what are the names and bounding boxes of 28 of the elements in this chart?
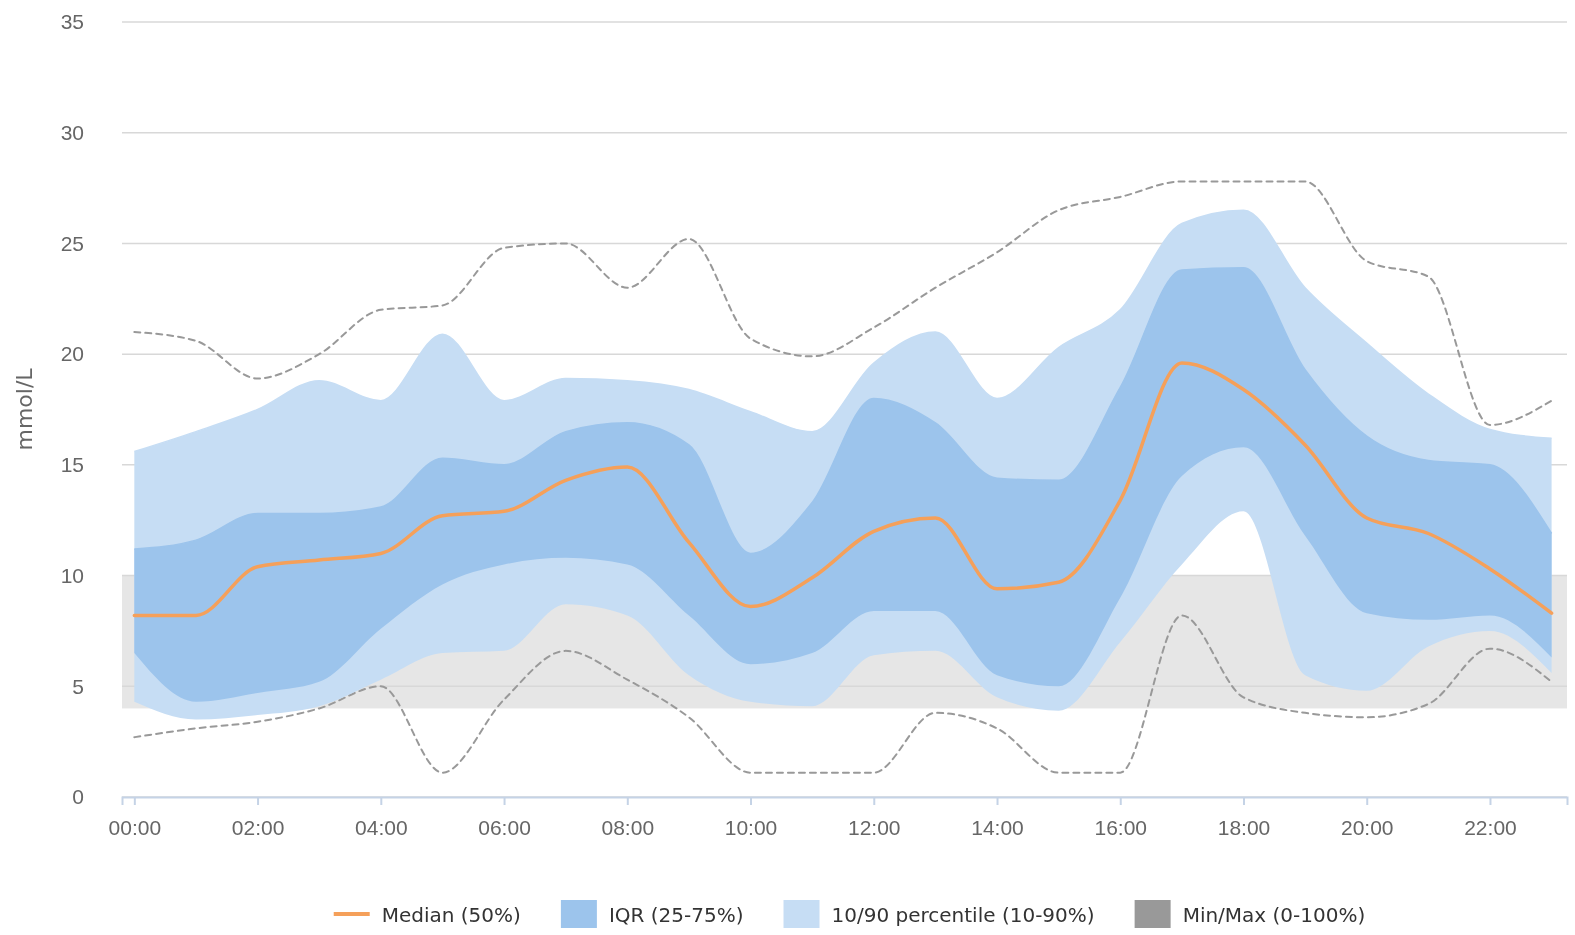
y-tick-label: 5 bbox=[72, 674, 84, 698]
x-tick-label: 16:00 bbox=[1094, 816, 1148, 840]
line-series bbox=[132, 361, 1554, 618]
y-tick-label: 10 bbox=[60, 563, 84, 587]
y-tick-label: 30 bbox=[60, 120, 84, 144]
y-tick-label: 25 bbox=[60, 231, 84, 255]
line-series bbox=[133, 180, 1553, 426]
x-tick-label: 22:00 bbox=[1464, 816, 1517, 840]
x-tick-label: 06:00 bbox=[478, 816, 531, 840]
y-tick-label: 20 bbox=[60, 342, 84, 366]
y-axis-title: mmol/L bbox=[12, 367, 37, 451]
x-tick-label: 14:00 bbox=[971, 816, 1024, 840]
x-tick-label: 08:00 bbox=[601, 816, 655, 840]
x-tick-label: 04:00 bbox=[355, 816, 408, 840]
legend-label: Median (50%) bbox=[381, 903, 521, 927]
x-tick-label: 20:00 bbox=[1340, 816, 1394, 840]
x-tick-label: 12:00 bbox=[847, 816, 901, 840]
y-tick-label: 15 bbox=[60, 453, 84, 477]
x-tick-label: 18:00 bbox=[1217, 816, 1271, 840]
legend-label: Min/Max (0-100%) bbox=[1182, 903, 1366, 927]
x-tick-label: 10:00 bbox=[724, 816, 778, 840]
legend-label: 10/90 percentile (10-90%) bbox=[831, 903, 1095, 927]
x-tick-label: 02:00 bbox=[231, 816, 285, 840]
line-series bbox=[133, 614, 1553, 774]
y-tick-label: 0 bbox=[72, 785, 84, 809]
x-tick-label: 00:00 bbox=[108, 816, 162, 840]
y-tick-label: 35 bbox=[60, 10, 84, 34]
legend-label: IQR (25-75%) bbox=[608, 903, 744, 927]
